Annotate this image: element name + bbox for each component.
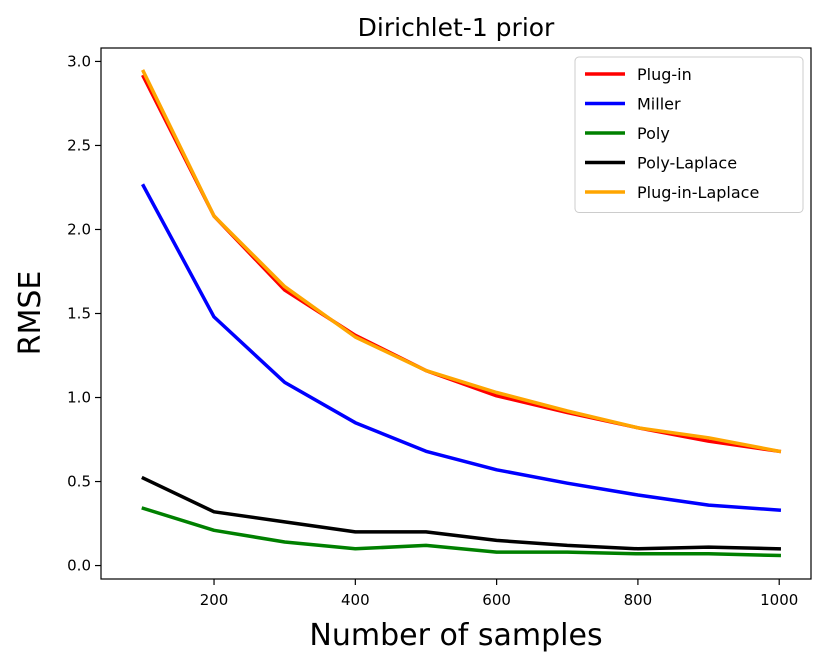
- x-tick-label: 1000: [760, 591, 798, 609]
- y-tick-label: 2.0: [67, 220, 91, 238]
- y-tick-label: 1.5: [67, 305, 91, 323]
- x-tick-label: 200: [200, 591, 229, 609]
- legend-label: Poly-Laplace: [637, 154, 737, 173]
- x-tick-label: 600: [482, 591, 511, 609]
- y-tick-label: 0.5: [67, 473, 91, 491]
- x-tick-label: 400: [341, 591, 370, 609]
- y-tick-label: 0.0: [67, 557, 91, 575]
- legend: Plug-in Miller Poly Poly-Laplace Plug-in-Lap…: [574, 56, 804, 213]
- series-line-plug-in-laplace: [141, 69, 782, 454]
- y-tick-label: 1.0: [67, 389, 91, 407]
- legend-label: Plug-in-Laplace: [637, 183, 759, 202]
- x-tick-label: 800: [624, 591, 653, 609]
- plot-area: 0.0 0.5 1.0 1.5 2.0 2.5 3.0 200 400 600 800 1000: [67, 47, 812, 609]
- y-tick-label: 2.5: [67, 136, 91, 154]
- legend-label: Poly: [637, 124, 670, 143]
- chart-title: Dirichlet-1 prior: [358, 13, 555, 42]
- x-axis-label: Number of samples: [309, 618, 602, 653]
- legend-label: Plug-in: [637, 65, 692, 84]
- series-line-poly: [141, 506, 781, 558]
- legend-label: Miller: [637, 95, 681, 114]
- legend-box: [574, 56, 804, 213]
- series-line-miller: [141, 183, 782, 512]
- y-tick-label: 3.0: [67, 52, 91, 70]
- series-line-poly-laplace: [141, 475, 781, 551]
- y-axis-label: RMSE: [13, 271, 48, 356]
